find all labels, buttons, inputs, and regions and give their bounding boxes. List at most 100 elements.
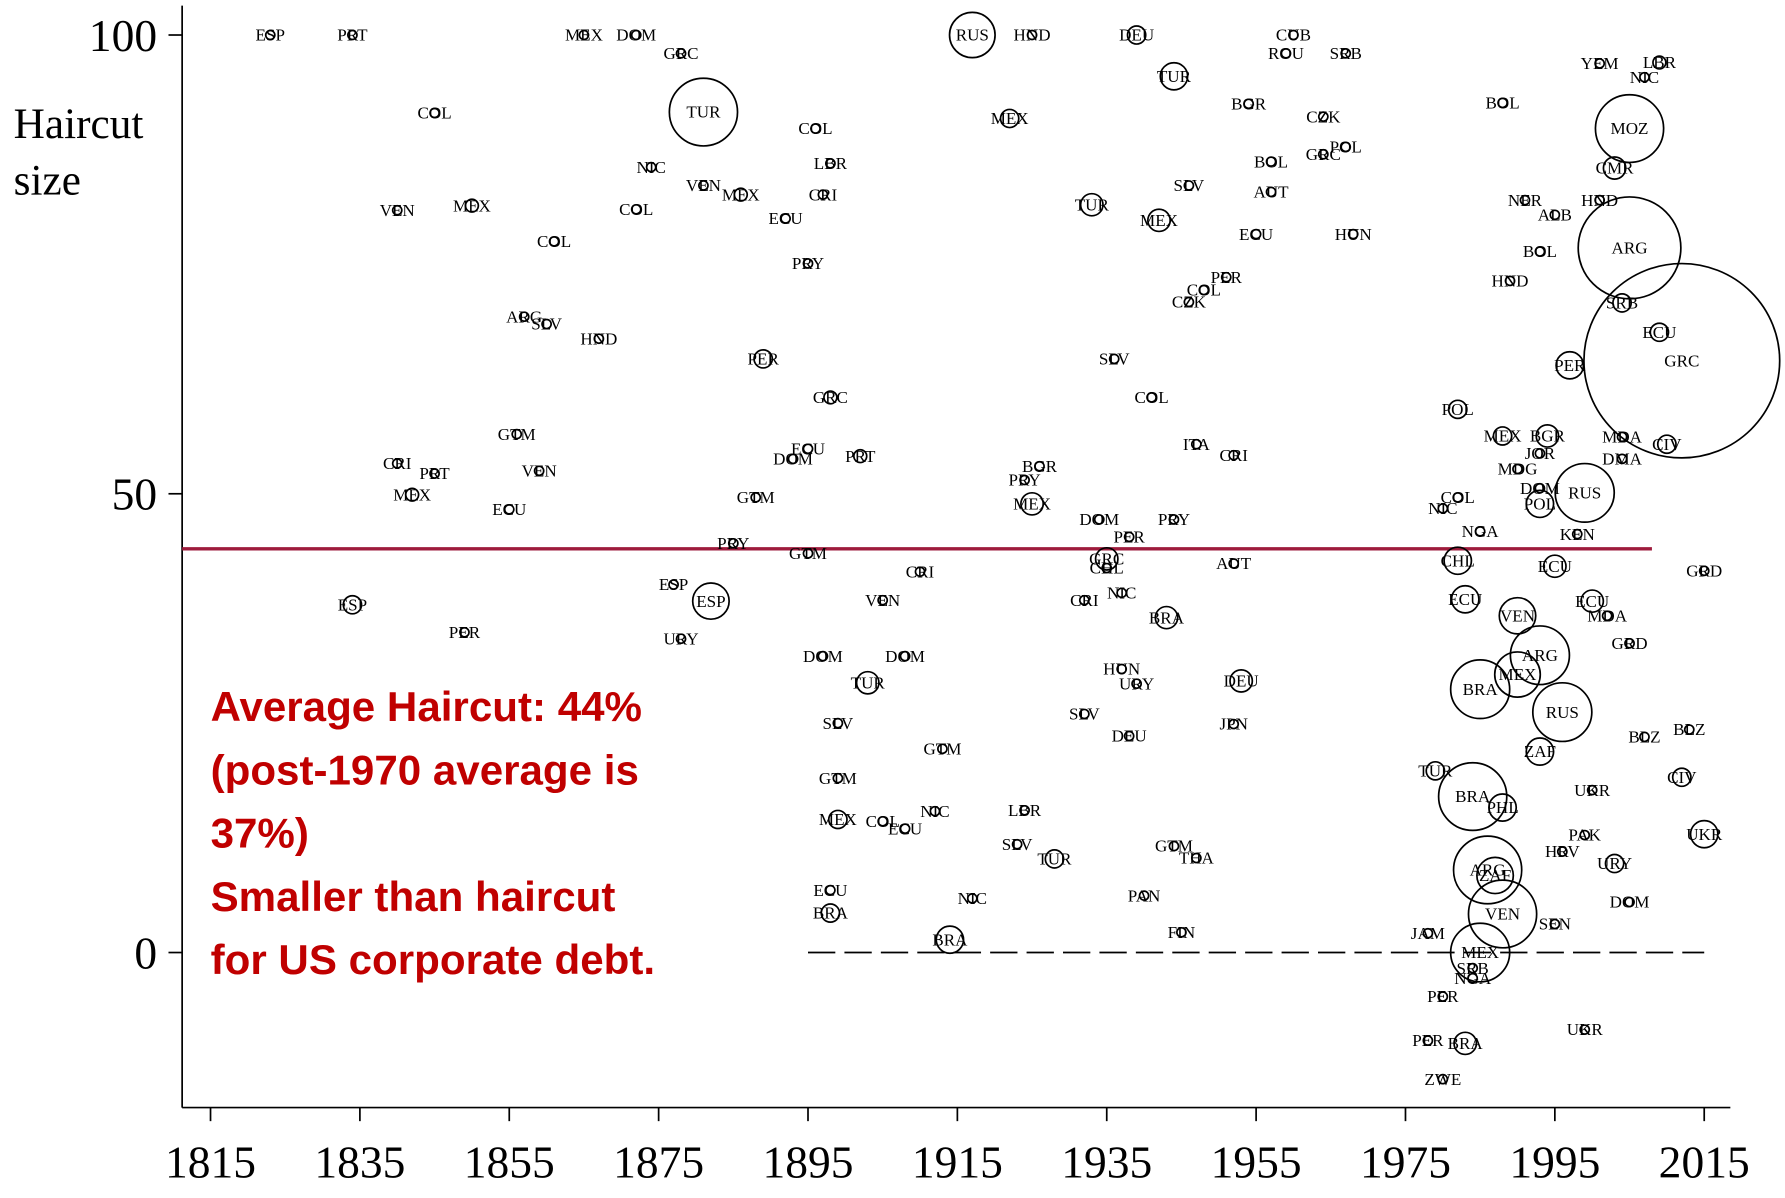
annotation: (post-1970 average is xyxy=(211,746,639,793)
bubble xyxy=(1512,463,1523,475)
x-tick-label: 1815 xyxy=(165,1138,256,1188)
point-label: ECU xyxy=(1575,592,1609,611)
bubble xyxy=(1504,275,1516,287)
point-label: HND xyxy=(1014,26,1051,45)
point-label: BOL xyxy=(1254,152,1288,171)
bubble xyxy=(820,903,841,923)
point-label: TUR xyxy=(1037,850,1072,869)
point-label: SLV xyxy=(1099,350,1130,369)
bubble xyxy=(1452,492,1464,503)
bubble xyxy=(1437,1073,1449,1085)
bubble xyxy=(645,161,657,173)
point-label: ECU xyxy=(791,440,825,459)
point-label: PER xyxy=(1412,1031,1444,1050)
point-label: ECU xyxy=(769,209,803,228)
bubble xyxy=(630,29,642,41)
bubble xyxy=(1476,856,1515,895)
bubble xyxy=(1616,431,1628,443)
point-label: LBR xyxy=(814,154,848,173)
point-label: POL xyxy=(1442,400,1474,419)
point-label: PER xyxy=(1554,356,1586,375)
point-label: NGA xyxy=(1454,969,1492,988)
point-label: LBR xyxy=(1643,53,1677,72)
point-label: NIC xyxy=(1428,499,1457,518)
bubble xyxy=(1437,503,1449,514)
bubble xyxy=(1317,148,1329,160)
point-label: BLZ xyxy=(1628,728,1660,747)
bubble xyxy=(832,717,844,729)
point-label: VEN xyxy=(380,201,415,220)
bubble xyxy=(1525,489,1555,519)
point-label: COL xyxy=(1441,488,1475,507)
bubble xyxy=(1509,625,1571,686)
point-label: URY xyxy=(663,629,698,648)
bubble xyxy=(1534,246,1546,257)
point-label: ECU xyxy=(813,881,847,900)
point-label: BRA xyxy=(1448,1034,1484,1053)
point-label: TUR xyxy=(686,103,721,122)
point-label: HND xyxy=(1581,191,1618,210)
point-label: CRI xyxy=(383,454,412,473)
point-label: MEX xyxy=(819,810,857,829)
point-label: MEX xyxy=(565,26,603,45)
point-label: URY xyxy=(1119,674,1154,693)
point-label: POL xyxy=(1524,495,1556,514)
point-label: BGR xyxy=(1231,95,1267,114)
point-label: DOM xyxy=(616,26,656,45)
bubble xyxy=(753,349,774,369)
x-tick-label: 1975 xyxy=(1360,1138,1451,1188)
bubble xyxy=(1176,926,1187,938)
point-label: SLV xyxy=(1002,835,1033,854)
point-label: CRI xyxy=(809,185,838,204)
bubble xyxy=(1616,453,1628,465)
bubble xyxy=(1604,853,1625,874)
point-label: PRY xyxy=(717,534,749,553)
point-label: DEU xyxy=(1119,26,1154,45)
point-label: NER xyxy=(1508,191,1543,210)
annotation: for US corporate debt. xyxy=(211,936,655,983)
bubble xyxy=(1183,180,1195,191)
point-label: GRD xyxy=(1686,562,1722,581)
bubble xyxy=(511,428,523,440)
bubble xyxy=(1034,460,1045,472)
point-label: ITA xyxy=(1183,435,1211,454)
x-tick-label: 1895 xyxy=(762,1138,853,1188)
point-label: HND xyxy=(580,329,617,348)
bubble xyxy=(1159,61,1189,91)
point-label: AUT xyxy=(1254,183,1290,202)
bubble xyxy=(1220,271,1232,283)
bubble xyxy=(1534,448,1546,459)
point-label: PRY xyxy=(1158,510,1190,529)
bubble xyxy=(459,626,470,638)
bubble xyxy=(1689,819,1719,849)
bubble xyxy=(1228,558,1240,569)
bubble xyxy=(1453,1031,1478,1056)
point-label: NIC xyxy=(1107,584,1136,603)
bubble xyxy=(503,503,515,515)
point-label: COL xyxy=(866,812,900,831)
point-label: DOM xyxy=(803,647,843,666)
point-label: SRB xyxy=(1330,44,1362,63)
point-label: CRI xyxy=(1070,591,1099,610)
point-label: ESP xyxy=(338,595,367,614)
bubble xyxy=(1698,565,1710,577)
bubble xyxy=(675,47,687,59)
bubble xyxy=(1168,840,1180,852)
bubble xyxy=(817,189,829,201)
point-label: ECU xyxy=(1448,590,1482,609)
point-label: PAN xyxy=(1128,886,1161,905)
point-label: YEM xyxy=(1581,54,1619,73)
bubble xyxy=(1583,262,1781,459)
bubble xyxy=(1467,972,1479,984)
bubble xyxy=(1190,852,1202,864)
bubble xyxy=(1450,584,1480,614)
point-label: ECU xyxy=(1642,323,1676,342)
bubble xyxy=(999,108,1020,129)
point-label: ARG xyxy=(1612,239,1648,258)
bubble xyxy=(1347,228,1359,240)
bubble xyxy=(1580,589,1605,614)
point-label: DOM xyxy=(1520,479,1560,498)
point-label: MOZ xyxy=(1611,119,1649,138)
point-label: JAM xyxy=(1411,924,1445,943)
bubble xyxy=(877,594,889,606)
